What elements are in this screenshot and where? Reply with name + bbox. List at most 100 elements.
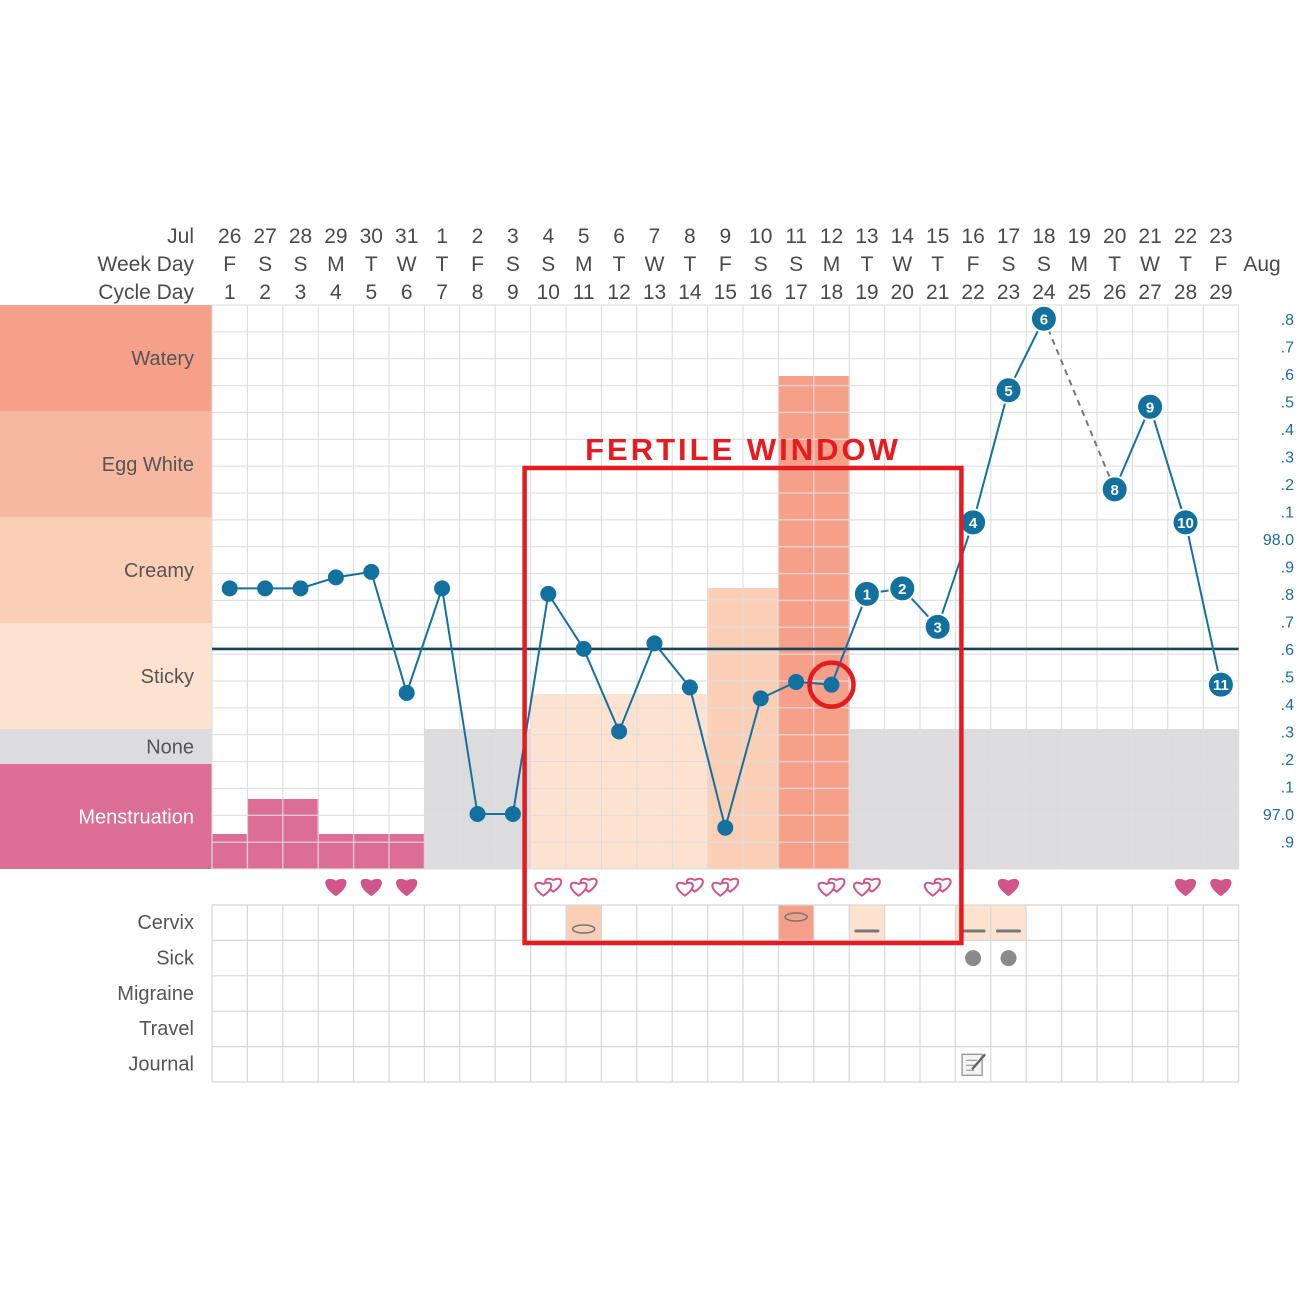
week-day-tick: T — [683, 253, 696, 276]
cycle-day-tick: 10 — [537, 281, 560, 304]
date-tick: 9 — [719, 225, 731, 248]
temperature-point-numbered[interactable] — [1171, 508, 1200, 537]
temperature-tick: .3 — [1281, 724, 1294, 741]
temperature-point-numbered[interactable] — [1029, 304, 1058, 333]
date-tick: 27 — [253, 225, 276, 248]
temperature-point-number: 2 — [898, 581, 906, 598]
date-tick: 13 — [855, 225, 878, 248]
temperature-segment — [1113, 406, 1152, 490]
mucus-label: Creamy — [124, 560, 194, 582]
temperature-point-number: 11 — [1213, 677, 1229, 694]
mucus-bar — [1167, 729, 1204, 869]
temperature-point[interactable] — [434, 580, 451, 597]
journal-note-icon[interactable] — [961, 1053, 987, 1077]
cycle-day-tick: 4 — [330, 281, 342, 304]
temperature-tick: .5 — [1281, 669, 1294, 686]
week-day-tick: T — [436, 253, 449, 276]
temperature-point[interactable] — [540, 585, 557, 602]
week-day-tick: W — [892, 253, 912, 276]
week-day-tick: M — [1071, 253, 1089, 276]
temperature-point[interactable] — [611, 723, 628, 740]
temperature-point-number: 1 — [863, 586, 871, 603]
double-heart-icon[interactable] — [569, 877, 598, 897]
temperature-point[interactable] — [788, 673, 805, 690]
cycle-day-tick: 16 — [749, 281, 772, 304]
mucus-label: None — [146, 737, 194, 759]
temperature-point-numbered[interactable] — [1206, 670, 1235, 699]
cervix-open-icon — [571, 924, 596, 934]
temperature-tick: .9 — [1281, 834, 1294, 851]
temperature-tick: .2 — [1281, 477, 1294, 494]
mucus-label: Egg White — [102, 454, 194, 476]
heart-icon[interactable] — [1174, 878, 1197, 897]
temperature-point-number: 4 — [969, 515, 978, 532]
temperature-point-numbered[interactable] — [1100, 475, 1129, 504]
mucus-band-sticky — [0, 623, 212, 729]
temperature-point[interactable] — [575, 640, 592, 657]
date-tick: 26 — [218, 225, 241, 248]
mucus-bar — [247, 799, 284, 869]
cycle-day-tick: 13 — [643, 281, 666, 304]
temperature-point-numbered[interactable] — [888, 574, 917, 603]
temperature-point-numbered[interactable] — [923, 612, 952, 641]
heart-icon[interactable] — [1210, 878, 1232, 897]
temperature-point[interactable] — [327, 569, 344, 586]
date-tick: 6 — [613, 225, 625, 248]
temperature-point[interactable] — [646, 635, 663, 652]
cervix-cell[interactable] — [990, 905, 1027, 941]
cervix-cell[interactable] — [778, 905, 814, 941]
cycle-day-tick: 20 — [891, 281, 914, 304]
temperature-point[interactable] — [752, 690, 769, 707]
double-heart-icon[interactable] — [675, 877, 704, 897]
double-heart-icon[interactable] — [852, 877, 881, 897]
date-tick: 22 — [1174, 225, 1197, 248]
temperature-point[interactable] — [504, 805, 521, 822]
week-day-tick: S — [258, 253, 272, 276]
temperature-tick: .2 — [1281, 752, 1294, 769]
date-tick: 28 — [289, 225, 312, 248]
mucus-bars — [212, 376, 1240, 869]
week-day-tick: W — [645, 253, 665, 276]
temperature-point[interactable] — [681, 679, 698, 696]
double-heart-icon[interactable] — [711, 877, 740, 897]
temperature-point[interactable] — [717, 819, 734, 836]
mucus-category-labels: Watery Egg White Creamy Sticky None Menstruat… — [0, 305, 212, 869]
temperature-point[interactable] — [257, 580, 274, 597]
heart-icon[interactable] — [396, 878, 418, 897]
cervix-cell[interactable] — [849, 905, 885, 941]
sick-dot-icon[interactable] — [965, 950, 982, 967]
double-heart-icon[interactable] — [534, 877, 563, 897]
temperature-point[interactable] — [469, 805, 486, 822]
temperature-point-numbered[interactable] — [1136, 392, 1165, 421]
mucus-band-creamy — [0, 517, 212, 623]
temperature-segment — [582, 648, 621, 732]
temperature-point-number: 6 — [1040, 311, 1048, 328]
cervix-cell[interactable] — [566, 905, 602, 941]
week-day-tick: T — [860, 253, 873, 276]
temperature-segment — [511, 593, 550, 815]
double-heart-icon[interactable] — [817, 877, 846, 897]
temperature-point[interactable] — [363, 563, 380, 580]
temperature-point[interactable] — [221, 580, 238, 597]
temperature-point[interactable] — [823, 676, 840, 693]
temperature-point[interactable] — [398, 684, 415, 701]
temperature-point-numbered[interactable] — [994, 376, 1023, 405]
temperature-tick: 97.0 — [1263, 807, 1294, 824]
mucus-bar — [282, 799, 319, 869]
week-day-tick: T — [1179, 253, 1192, 276]
highlighted-point-ring — [807, 660, 856, 709]
double-heart-icon[interactable] — [923, 877, 952, 897]
temperature-point-number: 10 — [1177, 515, 1194, 532]
week-day-tick: T — [931, 253, 944, 276]
temperature-point[interactable] — [292, 580, 309, 597]
week-day-tick: W — [397, 253, 417, 276]
temperature-point-numbered[interactable] — [852, 579, 881, 608]
date-tick: 10 — [749, 225, 772, 248]
temperature-tick: .5 — [1281, 394, 1294, 411]
heart-icon[interactable] — [360, 878, 382, 897]
sick-dot-icon[interactable] — [1000, 950, 1017, 967]
week-day-tick: F — [1214, 253, 1227, 276]
heart-icon[interactable] — [325, 878, 347, 897]
heart-icon[interactable] — [997, 878, 1020, 897]
